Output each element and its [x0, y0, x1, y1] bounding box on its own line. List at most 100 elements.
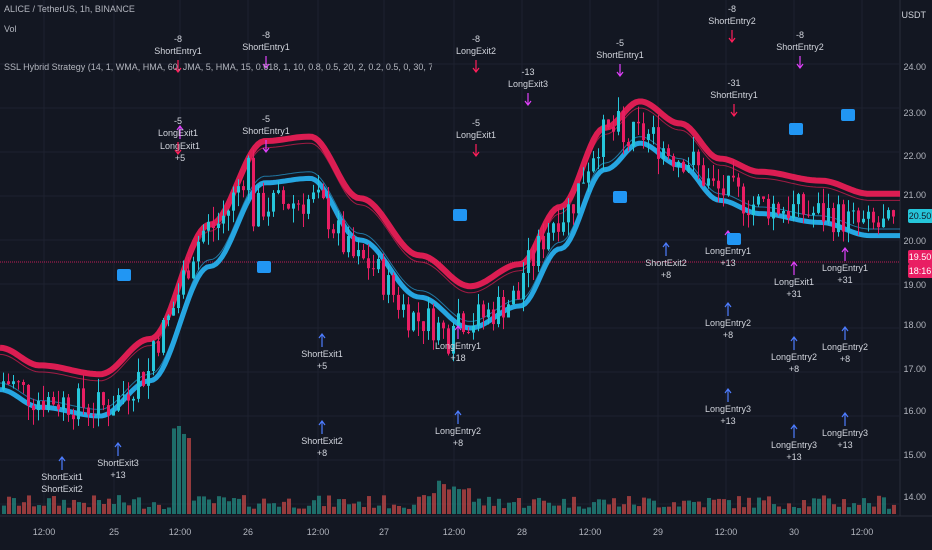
candle-body — [127, 394, 130, 401]
signal-label: -8 — [796, 30, 804, 40]
candle-body — [137, 371, 140, 399]
candle-body — [497, 296, 500, 325]
volume-bar — [807, 506, 811, 514]
candle-body — [147, 371, 150, 386]
volume-bar — [587, 507, 591, 514]
signal-label: ShortEntry1 — [154, 46, 202, 56]
volume-bar — [177, 425, 181, 514]
volume-bar — [712, 499, 716, 514]
candle-body — [107, 405, 110, 416]
signal-label: +13 — [837, 440, 852, 450]
candle-body — [767, 198, 770, 219]
volume-bar — [292, 507, 296, 514]
signal-label: ShortExit1 — [301, 349, 343, 359]
volume-bar — [147, 506, 151, 514]
short-arrow-icon — [472, 60, 480, 73]
currency-unit[interactable]: USDT — [901, 10, 927, 20]
price-tick: 17.00 — [903, 364, 926, 374]
volume-bar — [267, 503, 271, 514]
volume-bar — [437, 480, 441, 514]
signal-label: LongEntry2 — [705, 318, 751, 328]
signal-label: +8 — [661, 270, 671, 280]
long-arrow-icon — [790, 261, 798, 275]
short-arrow-icon — [174, 60, 182, 73]
volume-bar — [97, 500, 101, 514]
volume-bar — [62, 499, 66, 514]
volume-bar — [112, 503, 116, 514]
candle-body — [777, 203, 780, 214]
info-badge-icon — [841, 109, 855, 121]
volume-bar — [582, 508, 586, 514]
price-tick: 20.00 — [903, 236, 926, 246]
candle-body — [677, 161, 680, 167]
volume-bar — [22, 502, 26, 514]
volume-legend[interactable]: Vol — [4, 24, 17, 34]
candle-body — [362, 249, 365, 259]
signal-label: -13 — [521, 67, 534, 77]
signal-label: LongEntry2 — [771, 352, 817, 362]
strategy-legend[interactable]: SSL Hybrid Strategy (14, 1, WMA, HMA, 60… — [4, 62, 432, 72]
volume-bar — [382, 495, 386, 514]
signal-label: +18 — [450, 353, 465, 363]
candle-body — [152, 341, 155, 372]
volume-bar — [682, 500, 686, 514]
candle-body — [292, 203, 295, 209]
volume-bar — [52, 496, 56, 514]
volume-bar — [392, 504, 396, 514]
candle-body — [842, 204, 845, 232]
short-arrow-icon — [796, 56, 804, 69]
candle-body — [877, 222, 880, 228]
candle-body — [272, 192, 275, 212]
volume-bar — [212, 503, 216, 514]
candle-body — [167, 315, 170, 321]
signal-label: LongExit1 — [160, 141, 200, 151]
volume-bar — [547, 502, 551, 514]
candle-body — [207, 221, 210, 231]
candle-body — [517, 290, 520, 300]
candle-body — [82, 388, 85, 408]
volume-bar — [17, 505, 21, 514]
volume-bar — [687, 500, 691, 514]
volume-bar — [467, 488, 471, 514]
long-arrow-icon — [841, 247, 849, 261]
volume-bar — [167, 507, 171, 514]
volume-bar — [72, 499, 76, 514]
volume-bar — [82, 502, 86, 514]
candle-body — [637, 121, 640, 124]
symbol-title[interactable]: ALICE / TetherUS, 1h, BINANCE — [4, 4, 135, 14]
volume-bar — [397, 505, 401, 514]
signal-label: -5 — [616, 38, 624, 48]
volume-bar — [117, 495, 121, 514]
candle-body — [687, 165, 690, 172]
signal-label: LongEntry2 — [435, 426, 481, 436]
time-tick: 30 — [788, 527, 800, 537]
candle-body — [62, 397, 65, 410]
candle-body — [77, 388, 80, 420]
volume-bar — [37, 505, 41, 514]
candle-body — [527, 250, 530, 273]
candle-body — [752, 204, 755, 216]
volume-bar — [617, 506, 621, 514]
signal-label: ShortExit1 — [41, 472, 83, 482]
candle-body — [397, 294, 400, 310]
volume-bar — [847, 507, 851, 514]
price-line-tag: 19.50 — [908, 250, 932, 264]
volume-bar — [882, 497, 886, 514]
volume-bar — [247, 506, 251, 514]
candle-body — [577, 183, 580, 214]
volume-bar — [497, 498, 501, 514]
volume-bar — [727, 500, 731, 514]
volume-bar — [592, 502, 596, 514]
volume-bar — [57, 505, 61, 514]
candle-body — [142, 371, 145, 386]
volume-bar — [692, 501, 696, 514]
candle-body — [547, 232, 550, 250]
candle-body — [442, 322, 445, 329]
signal-label: ShortExit2 — [645, 258, 687, 268]
volume-bar — [207, 499, 211, 514]
candle-body — [277, 190, 280, 193]
candle-body — [332, 229, 335, 234]
candle-body — [487, 309, 490, 318]
